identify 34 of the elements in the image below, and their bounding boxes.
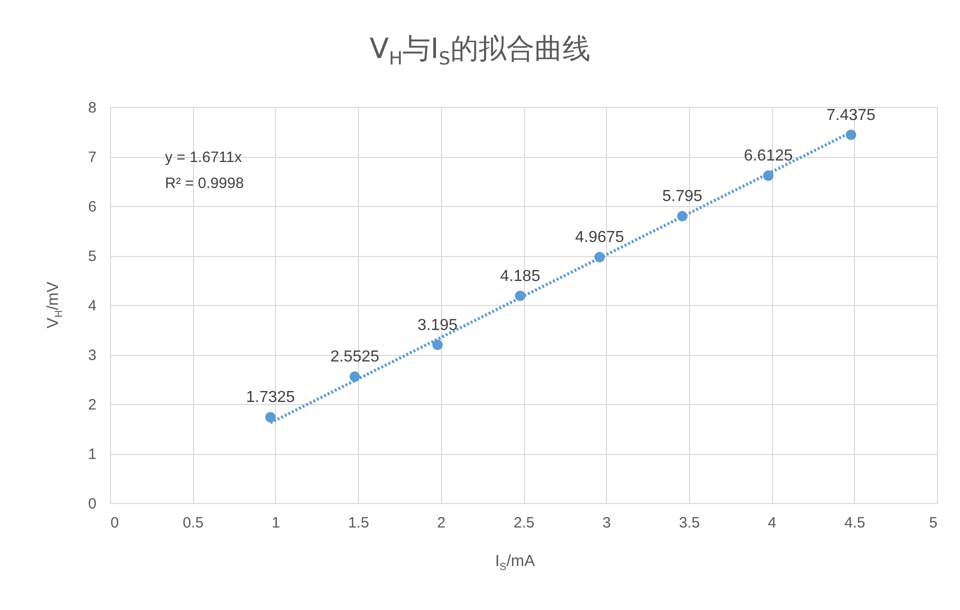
annotation: y = 1.6711x (165, 149, 242, 166)
y-tick-label: 8 (88, 100, 96, 116)
data-label: 4.185 (500, 268, 540, 285)
x-tick-label: 4.5 (844, 514, 866, 532)
y-tick-label: 3 (88, 347, 96, 364)
x-tick-label: 1.5 (348, 514, 370, 532)
y-tick-label: 5 (88, 248, 96, 265)
chart-title: V$_{H}$与I$_{S}$的拟合曲线 (368, 31, 592, 70)
x-tick-label: 4 (768, 514, 776, 532)
y-tick-label: 0 (88, 496, 96, 512)
x-tick-label: 3 (602, 514, 611, 532)
x-tick-label: 3.5 (678, 514, 700, 532)
y-tick-label: 6 (88, 198, 96, 216)
x-tick-label: 1 (272, 514, 280, 532)
data-label: 3.195 (417, 316, 458, 334)
data-label: 4.9675 (575, 229, 624, 246)
x-tick-label: 2.5 (514, 514, 534, 532)
y-tick-label: 4 (88, 298, 96, 314)
y-tick-label: 2 (88, 396, 96, 414)
x-axis-title: I$_{S}$/mA (494, 553, 536, 574)
data-label: 5.795 (662, 188, 702, 206)
x-tick-label: 2 (437, 514, 446, 532)
data-label: 6.6125 (744, 148, 793, 165)
y-tick-label: 1 (88, 446, 96, 463)
x-tick-label: 5 (929, 514, 938, 532)
point (265, 412, 276, 422)
data-label: 1.7325 (246, 389, 296, 406)
x-tick-label: 0.5 (182, 514, 204, 532)
data-label: 2.5525 (330, 348, 380, 366)
x-tick-label: 0 (110, 514, 119, 532)
y-tick-label: 7 (88, 149, 96, 166)
data-label: 7.4375 (826, 106, 876, 124)
annotation: R² = 0.9998 (165, 175, 244, 192)
point (432, 340, 443, 350)
